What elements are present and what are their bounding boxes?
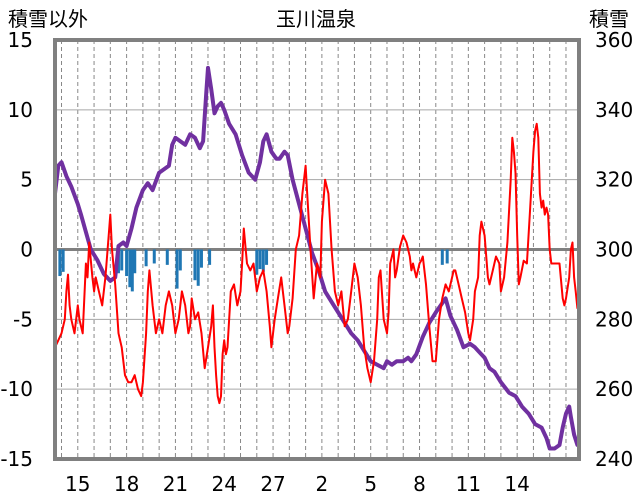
precipitation-bar [144, 249, 148, 267]
right-tick-label: 340 [595, 98, 633, 122]
precipitation-bar [125, 249, 129, 277]
left-tick-label: 15 [8, 28, 33, 52]
right-tick-label: 280 [595, 307, 633, 331]
precipitation-bar [261, 249, 265, 272]
left-axis-label: 積雪以外 [8, 7, 88, 31]
right-tick-label: 300 [595, 238, 633, 262]
precipitation-bar [128, 249, 132, 288]
precipitation-bar [196, 249, 200, 286]
precipitation-bar [175, 249, 179, 289]
precipitation-bar [152, 249, 156, 264]
precipitation-bar [120, 249, 124, 271]
precipitation-bar [208, 249, 212, 265]
snow-depth-line [53, 65, 580, 451]
x-tick-label: 2 [316, 472, 329, 496]
plot-frame [53, 38, 581, 461]
precipitation-bar [178, 249, 182, 271]
chart-title: 玉川温泉 [276, 7, 356, 31]
precipitation-bar [61, 249, 65, 272]
x-axis-ticks: 15 18 21 24 27 2 5 8 11 14 [65, 472, 530, 496]
left-tick-label: -5 [13, 307, 33, 331]
x-tick-label: 5 [364, 472, 377, 496]
precipitation-bar [130, 249, 134, 292]
left-tick-label: -15 [0, 447, 33, 471]
right-tick-label: 240 [595, 447, 633, 471]
precipitation-bar [445, 249, 449, 264]
precipitation-bar [255, 249, 259, 275]
precipitation-bar [265, 249, 269, 265]
precipitation-bar [258, 249, 262, 270]
x-tick-label: 21 [163, 472, 188, 496]
right-axis-label: 積雪 [589, 7, 629, 31]
left-tick-label: 10 [8, 98, 33, 122]
x-tick-label: 11 [456, 472, 481, 496]
right-tick-label: 260 [595, 377, 633, 401]
precipitation-bar [133, 249, 137, 274]
x-tick-label: 24 [212, 472, 237, 496]
precipitation-bar [440, 249, 444, 265]
x-tick-label: 14 [504, 472, 529, 496]
precipitation-bars [58, 249, 449, 292]
left-tick-label: -10 [0, 377, 33, 401]
x-tick-label: 8 [413, 472, 426, 496]
precipitation-bar [58, 249, 62, 277]
right-axis-ticks: 360 340 320 300 280 260 240 [595, 28, 633, 471]
right-tick-label: 360 [595, 28, 633, 52]
left-tick-label: 0 [20, 238, 33, 262]
precipitation-bar [165, 249, 169, 265]
precipitation-bar [199, 249, 203, 268]
right-tick-label: 320 [595, 168, 633, 192]
temperature-line [54, 122, 579, 405]
x-tick-label: 18 [114, 472, 139, 496]
data-lines [53, 65, 580, 451]
precipitation-bar [193, 249, 197, 281]
left-axis-ticks: 15 10 5 0 -5 -10 -15 [0, 28, 33, 471]
left-tick-label: 5 [20, 168, 33, 192]
x-tick-label: 15 [65, 472, 90, 496]
x-tick-label: 27 [260, 472, 285, 496]
